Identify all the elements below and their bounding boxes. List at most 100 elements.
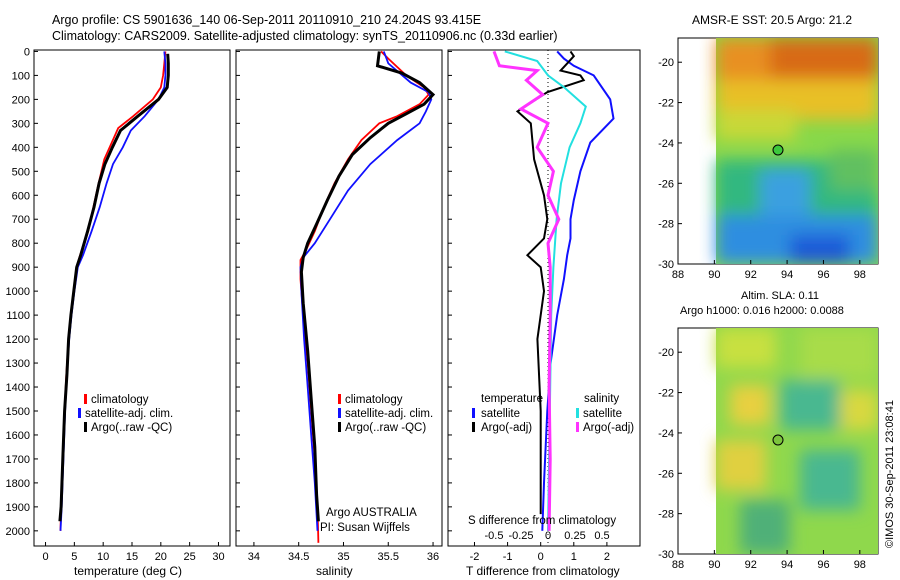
diff-top-label: S difference from climatology [468, 515, 616, 527]
depth-tick-label: 500 [12, 166, 30, 178]
diff-s-x-tick-label: -0.5 [485, 530, 504, 542]
legend-swatch-s-satellite [576, 408, 579, 418]
sst-map-title: AMSR-E SST: 20.5 Argo: 21.2 [692, 13, 853, 27]
map-y-tick-label: -28 [658, 509, 674, 521]
temperature-plot [58, 51, 170, 531]
depth-tick-label: 0 [24, 46, 30, 58]
map-y-tick-label: -26 [658, 178, 674, 190]
salinity-panel-frame [235, 49, 443, 547]
x-axes: 0 5 10 15 20 25 30 34 34.5 35 35.5 36 -2 -1 0 1 2 -0.5 -0.… [42, 530, 609, 563]
legend-sal-title: salinity [584, 393, 619, 405]
figure-title-line1: Argo profile: CS 5901636_140 06-Sep-2011… [52, 13, 482, 27]
sal-series-line [299, 51, 436, 522]
legend-label-t-argo: Argo(-adj) [481, 422, 532, 434]
temp-xlabel: temperature (deg C) [74, 564, 182, 578]
legend-temp-title: temperature [481, 393, 543, 405]
sal-x-tick-label: 35 [337, 551, 349, 563]
map-y-tick-label: -30 [658, 259, 674, 271]
map-y-tick-label: -24 [658, 138, 674, 150]
legend-swatch-argo [338, 422, 341, 432]
legend-swatch-t-argo [472, 422, 475, 432]
temp-x-tick-label: 20 [155, 551, 167, 563]
depth-tick-label: 1700 [6, 454, 30, 466]
depth-tick-label: 200 [12, 94, 30, 106]
temp-x-tick-label: 10 [97, 551, 109, 563]
legend-swatch-argo [84, 422, 87, 432]
diff-s-x-tick-label: 0 [545, 530, 551, 542]
temp-x-tick-label: 25 [184, 551, 196, 563]
sal-x-tick-label: 36 [427, 551, 439, 563]
depth-tick-label: 1300 [6, 358, 30, 370]
sal-xlabel: salinity [316, 564, 353, 578]
map-x-tick-label: 96 [817, 269, 829, 281]
map-y-tick-label: -30 [658, 549, 674, 561]
legend-swatch-s-argo [576, 422, 579, 432]
depth-tick-label: 100 [12, 70, 30, 82]
difference-plot [492, 50, 615, 546]
diff-t-x-tick-label: 2 [604, 551, 610, 563]
map-x-tick-label: 94 [781, 559, 793, 571]
map-y-tick-label: -22 [658, 388, 674, 400]
depth-tick-label: 1000 [6, 286, 30, 298]
sst-map [677, 37, 879, 265]
map-x-tick-label: 88 [672, 269, 684, 281]
legend-label-satellite: satellite-adj. clim. [85, 408, 173, 420]
map-y-tick-label: -26 [658, 468, 674, 480]
depth-tick-label: 1600 [6, 430, 30, 442]
depth-tick-label: 1400 [6, 382, 30, 394]
sal-x-tick-label: 34.5 [288, 551, 309, 563]
map-x-tick-label: 96 [817, 559, 829, 571]
diff-t-x-tick-label: 0 [538, 551, 544, 563]
depth-axis: 0 100 200 300 400 500 600 700 800 900 1000 1100 1200… [6, 46, 452, 538]
sla-map-title1: Altim. SLA: 0.11 [741, 290, 820, 302]
map-y-tick-label: -20 [658, 347, 674, 359]
map-x-tick-label: 88 [672, 559, 684, 571]
diff-t-x-tick-label: 1 [571, 551, 577, 563]
map-y-tick-label: -20 [658, 57, 674, 69]
legend-label-argo: Argo(..raw -QC) [91, 422, 172, 434]
timestamp-stamp: ©IMOS 30-Sep-2011 23:08:41 [884, 400, 896, 548]
map-y-tick-label: -28 [658, 219, 674, 231]
depth-tick-label: 1800 [6, 478, 30, 490]
legend-label-climatology: climatology [91, 394, 149, 406]
legend-label-satellite: satellite-adj. clim. [345, 408, 433, 420]
map-x-tick-label: 94 [781, 269, 793, 281]
temp-legend: climatology satellite-adj. clim. Argo(..… [78, 394, 173, 434]
diff-s-x-tick-label: 0.5 [594, 530, 609, 542]
depth-tick-label: 300 [12, 118, 30, 130]
depth-tick-label: 1900 [6, 502, 30, 514]
sal-series-line [299, 51, 433, 531]
diff-series-line [492, 50, 561, 531]
map-x-tick-label: 90 [708, 269, 720, 281]
diff-s-x-tick-label: -0.25 [508, 530, 533, 542]
legend-swatch-satellite [78, 408, 81, 418]
depth-tick-label: 1200 [6, 334, 30, 346]
salinity-plot [299, 50, 436, 543]
depth-tick-label: 400 [12, 142, 30, 154]
diff-t-x-tick-label: -2 [470, 551, 480, 563]
legend-label-argo: Argo(..raw -QC) [345, 422, 426, 434]
map-y-tick-label: -24 [658, 428, 674, 440]
sla-map [677, 327, 879, 555]
figure-title-line2: Climatology: CARS2009. Satellite-adjuste… [52, 29, 558, 43]
legend-label-s-argo: Argo(-adj) [583, 422, 634, 434]
map-x-tick-label: 92 [745, 559, 757, 571]
depth-tick-label: 2000 [6, 526, 30, 538]
diff-legend: temperature salinity satellite Argo(-adj… [472, 393, 634, 434]
legend-label-s-satellite: satellite [583, 408, 622, 420]
temp-x-tick-label: 5 [71, 551, 77, 563]
legend-swatch-climatology [84, 394, 87, 404]
map-x-tick-label: 98 [854, 559, 866, 571]
diff-s-x-tick-label: 0.25 [564, 530, 585, 542]
legend-swatch-climatology [338, 394, 341, 404]
diff-series-line [515, 50, 586, 515]
sal-note2: PI: Susan Wijffels [320, 522, 410, 534]
legend-label-climatology: climatology [345, 394, 403, 406]
legend-swatch-satellite [338, 408, 341, 418]
sal-x-tick-label: 35.5 [378, 551, 399, 563]
legend-swatch-t-satellite [472, 408, 475, 418]
temp-series-line [58, 53, 170, 522]
map-x-tick-label: 92 [745, 269, 757, 281]
